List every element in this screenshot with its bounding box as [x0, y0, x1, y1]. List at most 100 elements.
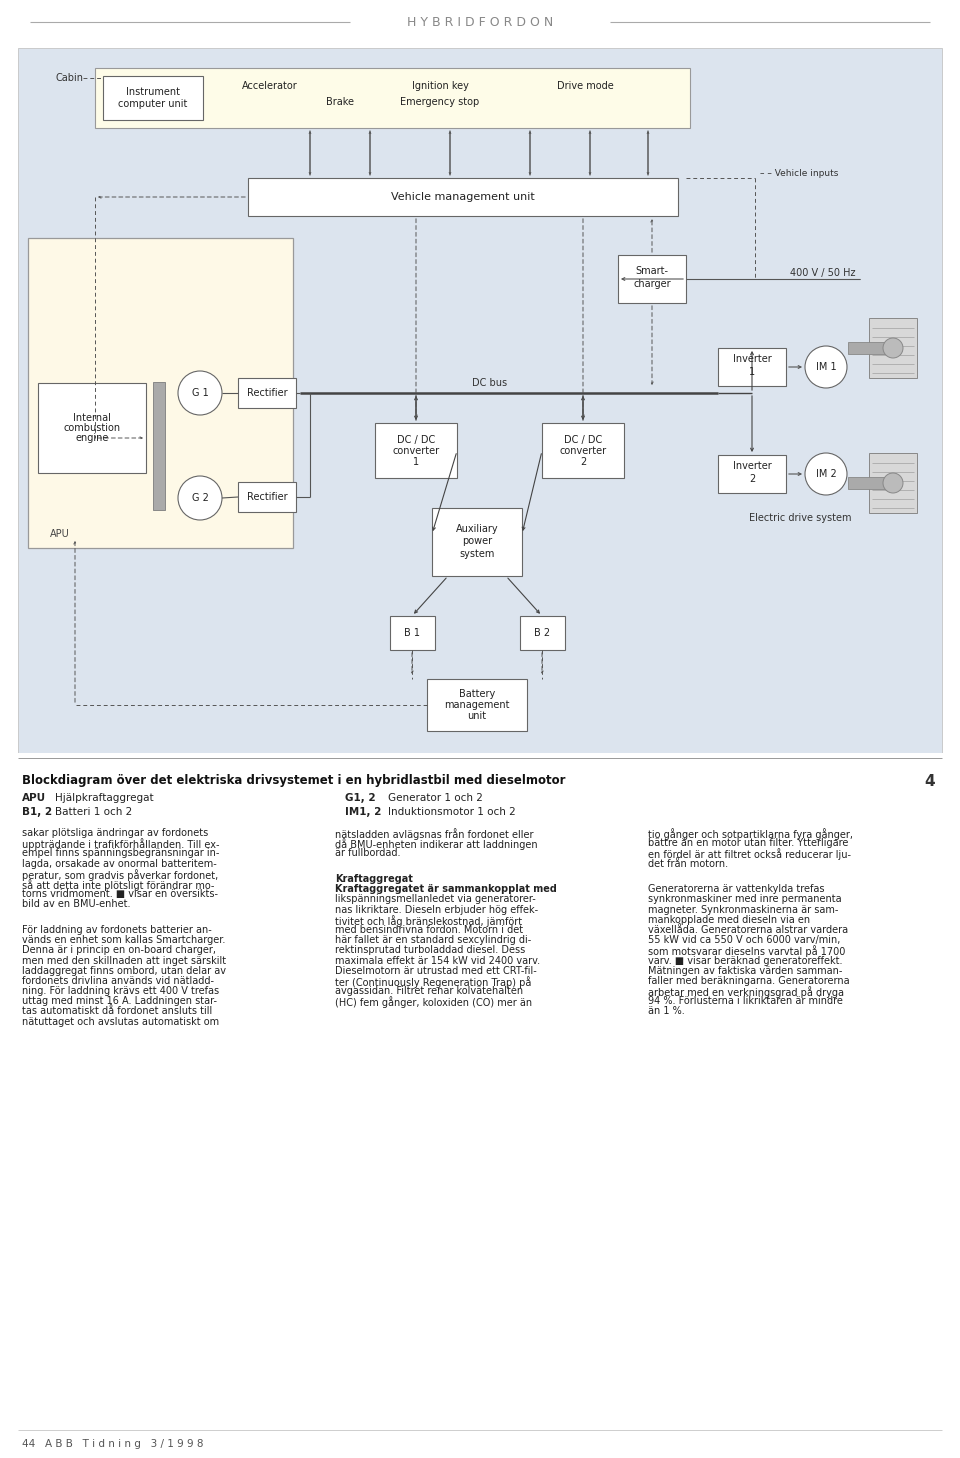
Bar — [0, 752, 960, 1458]
Text: 55 kW vid ca 550 V och 6000 varv/min,: 55 kW vid ca 550 V och 6000 varv/min, — [648, 935, 840, 945]
Text: Inverter: Inverter — [732, 354, 772, 364]
Text: DC / DC: DC / DC — [396, 434, 435, 445]
Text: B 2: B 2 — [534, 628, 550, 639]
Circle shape — [883, 472, 903, 493]
Text: Brake: Brake — [326, 98, 354, 106]
Text: Drive mode: Drive mode — [557, 82, 613, 90]
Text: sakar plötsliga ändringar av fordonets: sakar plötsliga ändringar av fordonets — [22, 828, 208, 838]
Text: nätsladden avlägsnas från fordonet eller: nätsladden avlägsnas från fordonet eller — [335, 828, 534, 840]
Bar — [0, 0, 960, 42]
Bar — [238, 378, 296, 408]
Text: Rectifier: Rectifier — [247, 388, 287, 398]
Text: 2: 2 — [580, 456, 587, 467]
Text: men med den skillnaden att inget särskilt: men med den skillnaden att inget särskil… — [22, 955, 227, 965]
Text: uppträdande i trafikförhållanden. Till ex-: uppträdande i trafikförhållanden. Till e… — [22, 838, 220, 850]
Text: peratur, som gradvis påverkar fordonet,: peratur, som gradvis påverkar fordonet, — [22, 869, 218, 881]
Text: Instrument: Instrument — [126, 87, 180, 98]
Text: Battery: Battery — [459, 690, 495, 698]
Text: än 1 %.: än 1 %. — [648, 1006, 684, 1016]
Text: Blockdiagram över det elektriska drivsystemet i en hybridlastbil med dieselmotor: Blockdiagram över det elektriska drivsys… — [22, 774, 565, 787]
Text: laddaggregat finns ombord, utan delar av: laddaggregat finns ombord, utan delar av — [22, 965, 226, 975]
Text: Accelerator: Accelerator — [242, 82, 298, 90]
Text: ter (Continuously Regeneration Trap) på: ter (Continuously Regeneration Trap) på — [335, 975, 532, 989]
Text: tivitet och låg bränslekostnad, jämfört: tivitet och låg bränslekostnad, jämfört — [335, 914, 522, 927]
Text: DC bus: DC bus — [472, 378, 508, 388]
Text: Mätningen av faktiska värden samman-: Mätningen av faktiska värden samman- — [648, 965, 842, 975]
Bar — [18, 48, 942, 752]
Circle shape — [178, 370, 222, 416]
Text: är fullbordad.: är fullbordad. — [335, 849, 400, 859]
Text: Dieselmotorn är utrustad med ett CRT-fil-: Dieselmotorn är utrustad med ett CRT-fil… — [335, 965, 537, 975]
Bar — [375, 423, 457, 478]
Circle shape — [178, 475, 222, 521]
Text: 4: 4 — [924, 774, 935, 789]
Text: management: management — [444, 700, 510, 710]
Text: synkronmaskiner med inre permanenta: synkronmaskiner med inre permanenta — [648, 894, 842, 904]
Text: G 1: G 1 — [192, 388, 208, 398]
Circle shape — [883, 338, 903, 359]
Text: Cabin: Cabin — [55, 73, 83, 83]
Bar — [542, 423, 624, 478]
Text: så att detta inte plötsligt förändrar mo-: så att detta inte plötsligt förändrar mo… — [22, 879, 214, 891]
Text: converter: converter — [560, 446, 607, 456]
Text: Ignition key: Ignition key — [412, 82, 468, 90]
Text: 1: 1 — [749, 367, 756, 378]
Text: G1, 2: G1, 2 — [345, 793, 375, 803]
Text: vänds en enhet som kallas Smartcharger.: vänds en enhet som kallas Smartcharger. — [22, 935, 226, 945]
Text: Inverter: Inverter — [732, 461, 772, 471]
Bar — [248, 178, 678, 216]
Text: Rectifier: Rectifier — [247, 491, 287, 502]
Text: (HC) fem gånger, koloxiden (CO) mer än: (HC) fem gånger, koloxiden (CO) mer än — [335, 996, 532, 1007]
Text: det från motorn.: det från motorn. — [648, 859, 728, 869]
Text: Vehicle management unit: Vehicle management unit — [391, 192, 535, 203]
Text: ning. För laddning krävs ett 400 V trefas: ning. För laddning krävs ett 400 V trefa… — [22, 986, 219, 996]
Text: maximala effekt är 154 kW vid 2400 varv.: maximala effekt är 154 kW vid 2400 varv. — [335, 955, 540, 965]
Bar — [869, 318, 917, 378]
Text: rektinsprutad turboladdad diesel. Dess: rektinsprutad turboladdad diesel. Dess — [335, 945, 525, 955]
Text: APU: APU — [22, 793, 46, 803]
Text: Internal: Internal — [73, 413, 111, 423]
Bar — [848, 477, 893, 488]
Text: Batteri 1 och 2: Batteri 1 och 2 — [55, 806, 132, 816]
Text: Denna är i princip en on-board charger,: Denna är i princip en on-board charger, — [22, 945, 216, 955]
Text: APU: APU — [50, 529, 70, 539]
Bar — [103, 76, 203, 120]
Text: varv. ■ visar beräknad generatoreffekt.: varv. ■ visar beräknad generatoreffekt. — [648, 955, 843, 965]
Text: empel finns spänningsbegränsningar in-: empel finns spänningsbegränsningar in- — [22, 849, 220, 859]
Text: Kraftaggregat: Kraftaggregat — [335, 873, 413, 884]
Text: uttag med minst 16 A. Laddningen star-: uttag med minst 16 A. Laddningen star- — [22, 996, 217, 1006]
Text: magneter. Synkronmaskinerna är sam-: magneter. Synkronmaskinerna är sam- — [648, 904, 838, 914]
Bar — [153, 382, 165, 510]
Text: här fallet är en standard sexcylindrig di-: här fallet är en standard sexcylindrig d… — [335, 935, 531, 945]
Text: power: power — [462, 537, 492, 545]
Text: 2: 2 — [749, 474, 756, 484]
Text: system: system — [459, 550, 494, 558]
Text: Induktionsmotor 1 och 2: Induktionsmotor 1 och 2 — [388, 806, 516, 816]
Text: unit: unit — [468, 712, 487, 722]
Bar — [718, 348, 786, 386]
Text: combustion: combustion — [63, 423, 121, 433]
Bar — [28, 238, 293, 548]
Circle shape — [805, 346, 847, 388]
Text: lagda, orsakade av onormal batteritem-: lagda, orsakade av onormal batteritem- — [22, 859, 217, 869]
Bar — [432, 507, 522, 576]
Text: Hjälpkraftaggregat: Hjälpkraftaggregat — [55, 793, 154, 803]
Bar — [427, 679, 527, 730]
Text: tas automatiskt då fordonet ansluts till: tas automatiskt då fordonet ansluts till — [22, 1006, 212, 1016]
Text: mankopplade med dieseln via en: mankopplade med dieseln via en — [648, 914, 810, 924]
Text: Kraftaggregatet är sammankopplat med: Kraftaggregatet är sammankopplat med — [335, 884, 557, 894]
Text: computer unit: computer unit — [118, 99, 188, 109]
Text: G 2: G 2 — [192, 493, 208, 503]
Bar — [520, 615, 565, 650]
Text: Electric drive system: Electric drive system — [749, 513, 852, 523]
Text: engine: engine — [75, 433, 108, 443]
Text: med bensindrivna fordon. Motorn i det: med bensindrivna fordon. Motorn i det — [335, 924, 523, 935]
Text: avgassidan. Filtret renar kolvätehalten: avgassidan. Filtret renar kolvätehalten — [335, 986, 523, 996]
Text: Emergency stop: Emergency stop — [400, 98, 480, 106]
Text: nas likriktare. Dieseln erbjuder hög effek-: nas likriktare. Dieseln erbjuder hög eff… — [335, 904, 539, 914]
Text: växellåda. Generatorerna alstrar vardera: växellåda. Generatorerna alstrar vardera — [648, 924, 848, 935]
Text: IM 1: IM 1 — [816, 362, 836, 372]
Bar — [95, 69, 690, 128]
Bar — [238, 483, 296, 512]
Text: bild av en BMU-enhet.: bild av en BMU-enhet. — [22, 900, 131, 910]
